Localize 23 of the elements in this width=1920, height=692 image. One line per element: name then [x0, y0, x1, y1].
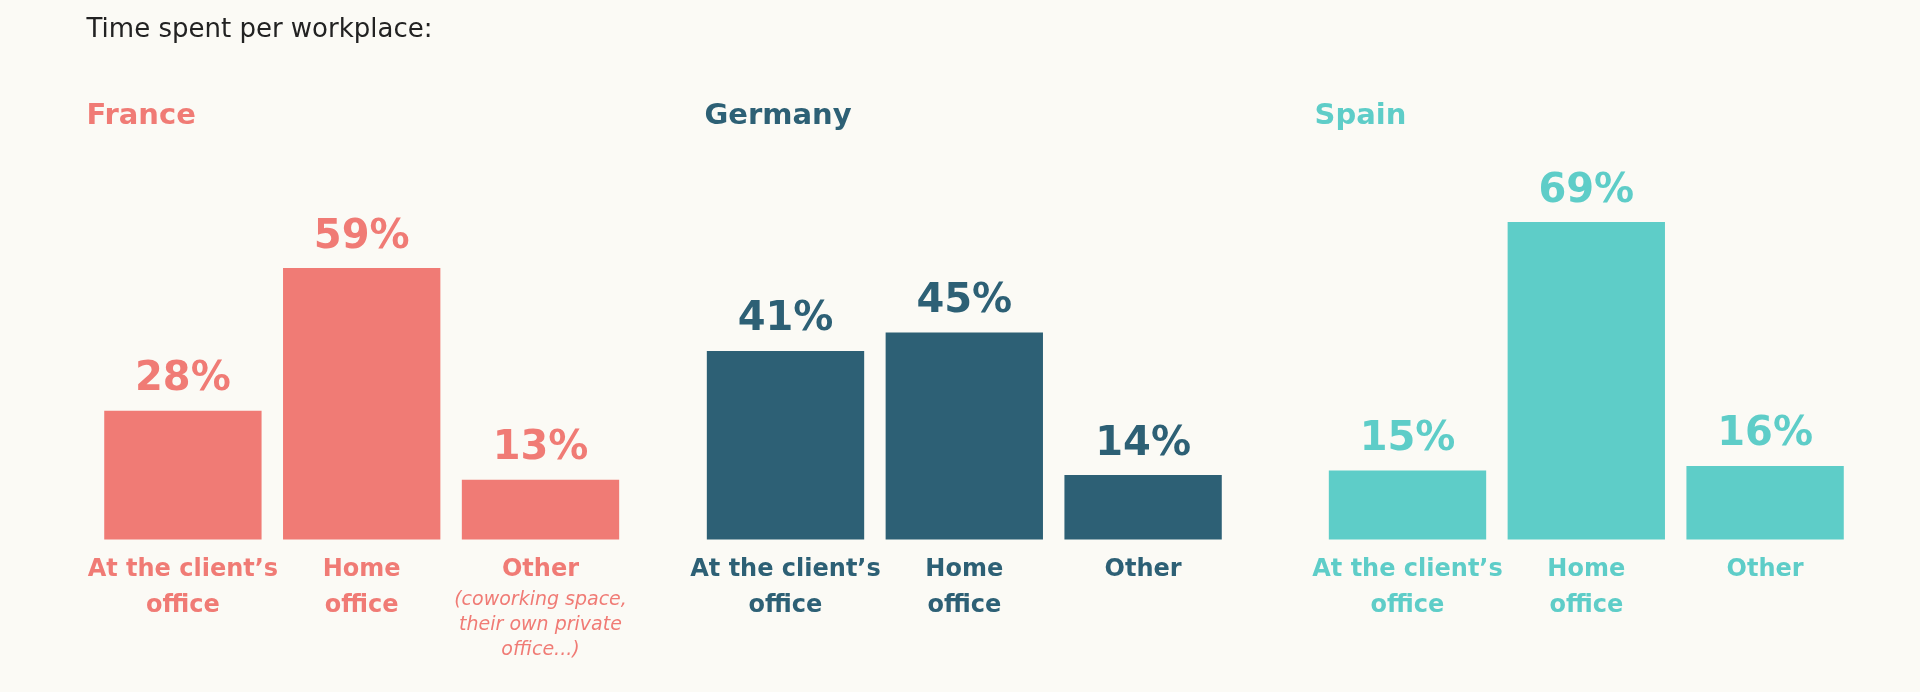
x-tick-label: Home office: [1547, 553, 1626, 618]
data-label: 16%: [1717, 408, 1813, 455]
x-tick-label: Home office: [322, 553, 401, 618]
x-tick-label: Other: [501, 553, 580, 582]
data-label: 45%: [916, 275, 1013, 321]
x-tick-label: At the client’s office: [87, 553, 279, 618]
data-label: 59%: [313, 210, 410, 257]
data-label: 13%: [492, 422, 589, 469]
chart-title: Germany: [704, 96, 852, 131]
data-label: 15%: [1359, 413, 1456, 459]
chart-title: Spain: [1314, 96, 1407, 131]
x-tick-label: Other: [1104, 553, 1182, 582]
data-label: 28%: [135, 353, 231, 400]
data-label: 41%: [737, 293, 834, 340]
text: Time spent per workplace:: [85, 12, 433, 43]
text: (coworking space, their own private office...): [454, 586, 627, 660]
x-tick-label: At the client’s office: [690, 553, 881, 618]
chart-title: France: [86, 96, 196, 131]
data-label: 14%: [1095, 417, 1191, 464]
x-tick-label: Other: [1726, 553, 1804, 582]
x-tick-label: At the client’s office: [1312, 553, 1503, 618]
data-label: 69%: [1538, 164, 1635, 211]
x-tick-label: Home office: [925, 553, 1004, 618]
